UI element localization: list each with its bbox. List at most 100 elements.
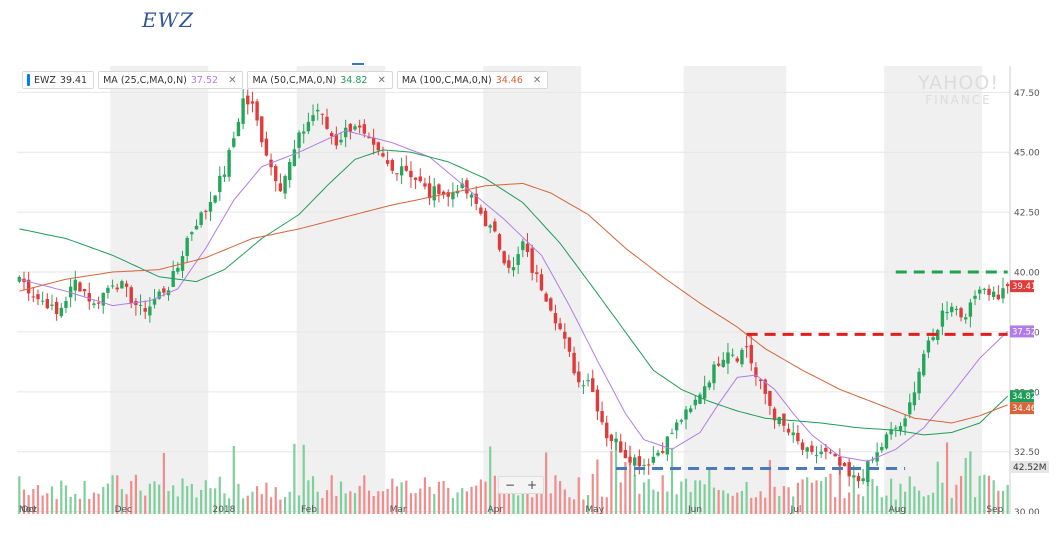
- candle-body: [148, 306, 152, 316]
- close-icon[interactable]: ✕: [228, 74, 237, 86]
- candle-body: [82, 289, 87, 292]
- ma25-label: MA (25,C,MA,0,N): [103, 74, 187, 86]
- ticker-chip[interactable]: EWZ 39.41: [22, 71, 95, 89]
- volume-bar: [386, 489, 389, 514]
- candle-body: [390, 160, 394, 171]
- candle-body: [138, 304, 143, 306]
- volume-bar: [1001, 490, 1005, 514]
- ma100-chip[interactable]: MA (100,C,MA,0,N) 34.46 ✕: [396, 71, 549, 89]
- volume-bar: [801, 479, 804, 514]
- volume-bar: [461, 488, 464, 514]
- candle-body: [861, 478, 865, 482]
- candle-body: [852, 475, 856, 478]
- candle-body: [581, 385, 586, 387]
- candle-body: [595, 389, 600, 412]
- volume-bar: [307, 480, 310, 514]
- volume-bar: [22, 489, 26, 514]
- volume-bar: [367, 490, 371, 514]
- close-icon[interactable]: ✕: [532, 74, 542, 86]
- volume-bar: [717, 489, 720, 514]
- volume-bar: [339, 481, 343, 514]
- volume-bar: [852, 475, 855, 514]
- volume-bar: [680, 481, 683, 514]
- volume-bar: [642, 482, 646, 514]
- candle-body: [628, 456, 632, 463]
- volume-bar: [358, 485, 361, 514]
- volume-bar: [969, 451, 972, 514]
- y-tick-label: 47.50: [1014, 89, 1040, 99]
- volume-bar: [582, 499, 585, 514]
- candle-body: [87, 292, 91, 302]
- candle-body: [110, 285, 115, 287]
- volume-bar: [451, 497, 454, 514]
- volume-bar: [745, 481, 748, 514]
- candle-body: [222, 174, 227, 177]
- volume-bar: [218, 476, 221, 514]
- candle-body: [688, 408, 693, 412]
- indicator-legend: EWZ 39.41 MA (25,C,MA,0,N) 37.52 ✕ MA (5…: [22, 71, 549, 89]
- volume-bar: [913, 486, 916, 514]
- candle-body: [651, 456, 656, 463]
- volume-bar: [242, 498, 245, 514]
- volume-bar: [465, 491, 468, 514]
- zoom-in-button[interactable]: +: [526, 478, 538, 492]
- volume-bar: [50, 486, 54, 514]
- volume-bar: [894, 499, 897, 514]
- reference-lines: [616, 270, 1008, 470]
- volume-bar: [740, 490, 744, 514]
- volume-bar: [102, 486, 105, 514]
- volume-bar: [978, 475, 981, 514]
- candle-body: [176, 267, 180, 272]
- ma50-chip[interactable]: MA (50,C,MA,0,N) 34.82 ✕: [247, 71, 393, 89]
- volume-bar: [656, 491, 660, 514]
- candle-body: [847, 462, 851, 477]
- chart-area[interactable]: 47.5045.0042.5040.0037.5035.0032.5030.00…: [17, 66, 1050, 514]
- volume-bar: [325, 490, 329, 514]
- volume-bar: [619, 482, 622, 514]
- candle-body: [246, 95, 250, 105]
- ticker-name: EWZ: [34, 74, 56, 86]
- candle-body: [190, 232, 194, 235]
- volume-bar: [600, 496, 604, 514]
- candle-body: [959, 308, 963, 318]
- volume-bar: [708, 469, 711, 514]
- stock-chart[interactable]: 47.5045.0042.5040.0037.5035.0032.5030.00…: [17, 66, 1050, 514]
- volume-bar: [484, 481, 487, 514]
- candle-body: [288, 162, 292, 181]
- volume-bar: [78, 498, 82, 514]
- volume-bar: [517, 495, 520, 514]
- volume-bar: [200, 489, 203, 514]
- candle-body: [698, 394, 702, 404]
- candle-body: [605, 422, 609, 439]
- candle-body: [539, 274, 544, 291]
- candle-body: [157, 291, 161, 299]
- candle-body: [320, 113, 325, 115]
- candle-body: [427, 183, 432, 199]
- x-tick-label: Nov: [19, 505, 37, 514]
- candle-body: [423, 183, 427, 187]
- volume-bar: [269, 497, 273, 514]
- candle-body: [497, 234, 502, 250]
- candle-body: [465, 180, 469, 194]
- volume-bar: [549, 493, 552, 514]
- candle-body: [898, 426, 903, 431]
- candle-body: [693, 399, 698, 406]
- volume-bar: [255, 486, 259, 514]
- volume-bar: [955, 484, 958, 514]
- candle-body: [684, 409, 688, 420]
- close-icon[interactable]: ✕: [377, 74, 386, 86]
- candle-body: [917, 371, 921, 394]
- ma25-chip[interactable]: MA (25,C,MA,0,N) 37.52 ✕: [98, 71, 244, 89]
- volume-bar: [666, 491, 669, 514]
- zoom-out-button[interactable]: −: [504, 478, 516, 492]
- moving-averages: [19, 130, 1009, 462]
- ma50-value: 34.82: [340, 74, 368, 86]
- ticker-value: 39.41: [59, 74, 88, 86]
- candle-body: [59, 307, 63, 317]
- volume-bar: [810, 482, 813, 514]
- volume-bar: [973, 497, 977, 514]
- volume-bar: [559, 481, 562, 514]
- volume-bar: [130, 481, 133, 514]
- volume-bar: [302, 444, 305, 514]
- candle-body: [670, 433, 674, 435]
